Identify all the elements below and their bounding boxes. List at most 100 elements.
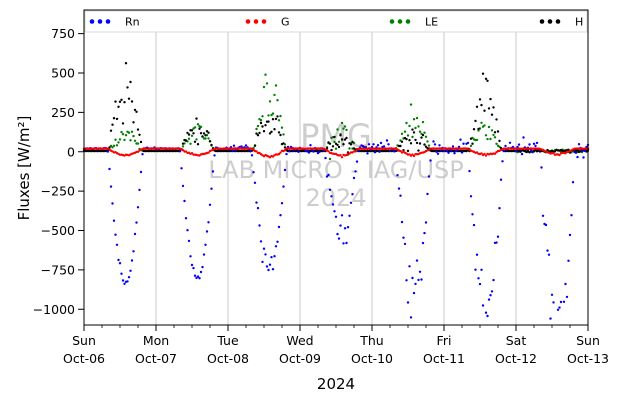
data-point: [189, 142, 192, 145]
data-point: [274, 117, 278, 121]
data-point: [489, 97, 492, 101]
data-point: [339, 154, 342, 157]
data-point: [417, 125, 420, 128]
data-point: [280, 202, 284, 205]
data-point: [331, 203, 335, 206]
data-point: [333, 135, 336, 139]
data-point: [273, 93, 276, 97]
data-point: [349, 201, 353, 204]
data-point: [133, 139, 137, 142]
data-point: [477, 127, 480, 131]
legend-box: [84, 10, 588, 33]
data-point: [405, 121, 408, 125]
data-point: [357, 149, 360, 152]
data-point: [387, 143, 390, 146]
data-point: [109, 185, 113, 188]
data-point: [270, 113, 273, 117]
data-point: [202, 132, 206, 135]
data-point: [541, 214, 545, 217]
data-point: [472, 223, 476, 227]
data-point: [345, 128, 348, 132]
data-point: [127, 276, 131, 279]
data-point: [252, 148, 255, 151]
data-point: [120, 272, 123, 275]
data-point: [396, 174, 399, 177]
data-point: [565, 295, 569, 299]
legend-marker: [547, 19, 553, 24]
data-point: [532, 142, 536, 145]
data-point: [132, 121, 135, 124]
data-point: [328, 142, 332, 145]
data-point: [193, 274, 197, 277]
data-point: [279, 114, 282, 118]
data-point: [340, 121, 344, 125]
data-point: [196, 143, 200, 146]
data-point: [408, 139, 411, 142]
data-point: [372, 143, 375, 146]
data-point: [187, 137, 191, 140]
data-point: [277, 152, 281, 156]
data-point: [528, 143, 531, 146]
data-point: [508, 141, 512, 144]
data-point: [115, 117, 119, 121]
data-point: [415, 116, 419, 120]
data-point: [234, 149, 237, 152]
x-tick-date: Oct-11: [423, 351, 465, 366]
data-point: [117, 141, 120, 144]
data-point: [340, 214, 344, 217]
data-point: [399, 194, 402, 197]
data-point: [112, 144, 116, 147]
data-point: [514, 150, 518, 153]
legend-label: G: [281, 16, 290, 29]
data-point: [255, 150, 258, 153]
y-axis-title: Fluxes [W/m²]: [15, 116, 33, 221]
data-point: [345, 241, 348, 245]
data-point: [279, 151, 282, 154]
data-point: [120, 98, 123, 102]
data-point: [267, 114, 270, 117]
data-point: [399, 149, 402, 153]
data-point: [564, 282, 567, 286]
vertical-grid: [155, 10, 517, 325]
data-point: [181, 184, 185, 188]
legend: Rn G LE H: [84, 10, 588, 33]
data-point: [252, 171, 255, 174]
data-point: [426, 140, 429, 143]
data-point: [184, 139, 188, 142]
data-point: [348, 214, 351, 217]
data-point: [112, 219, 116, 222]
data-point: [393, 150, 396, 153]
series-H: [82, 62, 590, 154]
data-point: [382, 145, 386, 148]
data-point: [258, 224, 261, 227]
x-tick-day: Tue: [216, 333, 239, 348]
data-point: [450, 149, 453, 152]
data-point: [418, 142, 422, 145]
data-point: [492, 278, 495, 282]
data-point: [522, 136, 525, 139]
data-point: [345, 136, 348, 140]
data-point: [267, 268, 270, 272]
y-tick-label: −1000: [33, 302, 75, 317]
data-point: [138, 133, 141, 136]
data-point: [478, 282, 482, 286]
data-point: [133, 108, 137, 112]
legend-marker: [405, 19, 411, 24]
data-point: [484, 154, 488, 157]
data-point: [181, 142, 185, 145]
data-point: [342, 143, 345, 146]
data-point: [309, 144, 312, 147]
data-point: [181, 145, 185, 148]
data-point: [426, 192, 429, 196]
x-tick-date: Oct-13: [567, 351, 609, 366]
data-point: [531, 151, 534, 154]
data-point: [112, 117, 116, 120]
data-point: [109, 129, 113, 132]
data-point: [474, 119, 477, 123]
data-point: [307, 151, 311, 154]
data-point: [207, 221, 210, 224]
data-point: [373, 151, 377, 154]
data-point: [414, 282, 417, 286]
data-point: [136, 128, 140, 131]
data-point: [427, 175, 431, 178]
